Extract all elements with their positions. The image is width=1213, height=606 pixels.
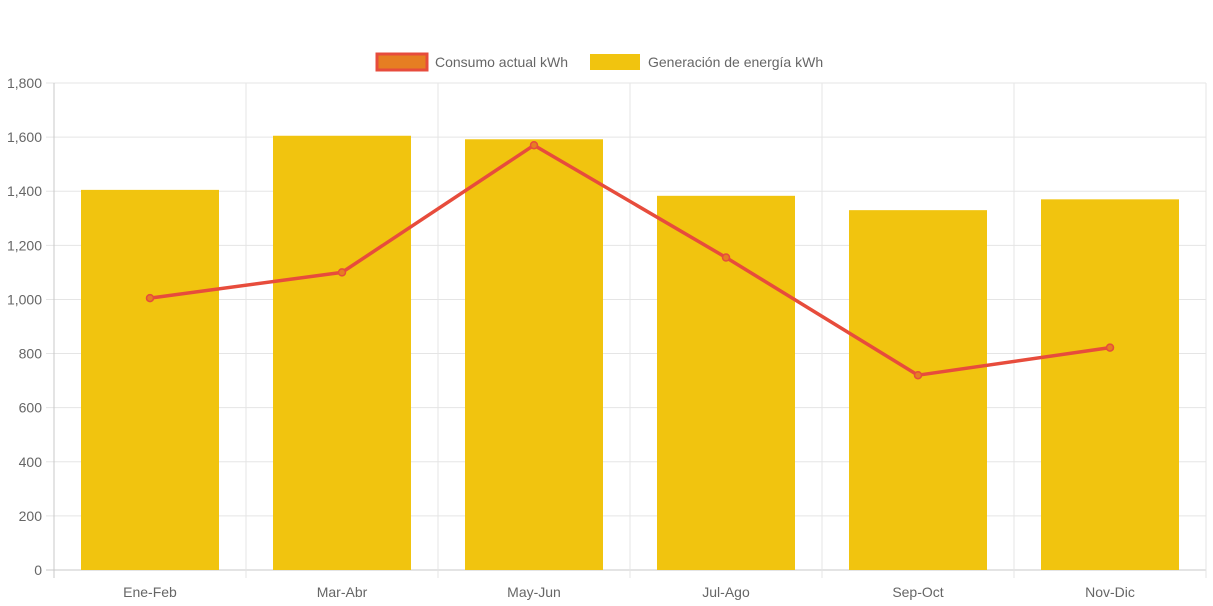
bar-ene-feb[interactable]: [81, 189, 219, 570]
consumo-point-nov-dic[interactable]: [1105, 343, 1115, 352]
x-tick-label: Jul-Ago: [702, 584, 750, 600]
consumo-line: [149, 143, 1111, 377]
y-tick-label: 1,800: [7, 75, 42, 91]
legend-label-consumo: Consumo actual kWh: [435, 54, 568, 70]
x-tick-label: Sep-Oct: [892, 584, 943, 600]
consumo-point-may-jun[interactable]: [529, 140, 539, 150]
consumo-point-ene-feb[interactable]: [145, 293, 155, 303]
x-tick-label: May-Jun: [507, 584, 561, 600]
y-tick-label: 1,200: [7, 237, 42, 253]
legend-item-consumo[interactable]: Consumo actual kWh: [375, 52, 568, 72]
legend-swatch-consumo: [375, 52, 429, 72]
x-tick-label: Ene-Feb: [123, 584, 177, 600]
x-tick-label: Nov-Dic: [1085, 584, 1135, 600]
consumo-point-jul-ago[interactable]: [721, 253, 731, 262]
line-series: [145, 140, 1115, 380]
y-tick-label: 1,400: [7, 183, 42, 199]
y-tick-label: 800: [19, 346, 43, 362]
bar-mar-abr[interactable]: [273, 135, 411, 570]
legend-swatch-generacion: [590, 54, 640, 70]
consumo-point-sep-oct[interactable]: [913, 370, 923, 380]
y-tick-label: 600: [19, 400, 43, 416]
y-tick-label: 1,600: [7, 129, 42, 145]
bar-series: [81, 135, 1179, 571]
legend-item-generacion[interactable]: Generación de energía kWh: [590, 54, 823, 70]
y-tick-label: 400: [19, 454, 43, 470]
bar-sep-oct[interactable]: [849, 210, 987, 570]
axes: 0 200 400 600 800 1,000 1,200 1,400 1,600 1,800 En…: [7, 75, 1135, 600]
bar-jul-ago[interactable]: [657, 195, 795, 571]
y-tick-label: 200: [19, 508, 43, 524]
bar-may-jun[interactable]: [465, 139, 603, 570]
x-tick-label: Mar-Abr: [317, 584, 368, 600]
consumo-point-mar-abr[interactable]: [337, 268, 347, 277]
grid: [46, 82, 1207, 578]
legend-label-generacion: Generación de energía kWh: [648, 54, 823, 70]
legend: Consumo actual kWh Generación de energía…: [375, 52, 823, 72]
y-tick-label: 1,000: [7, 291, 42, 307]
y-tick-label: 0: [34, 562, 42, 578]
bar-nov-dic[interactable]: [1041, 199, 1179, 571]
